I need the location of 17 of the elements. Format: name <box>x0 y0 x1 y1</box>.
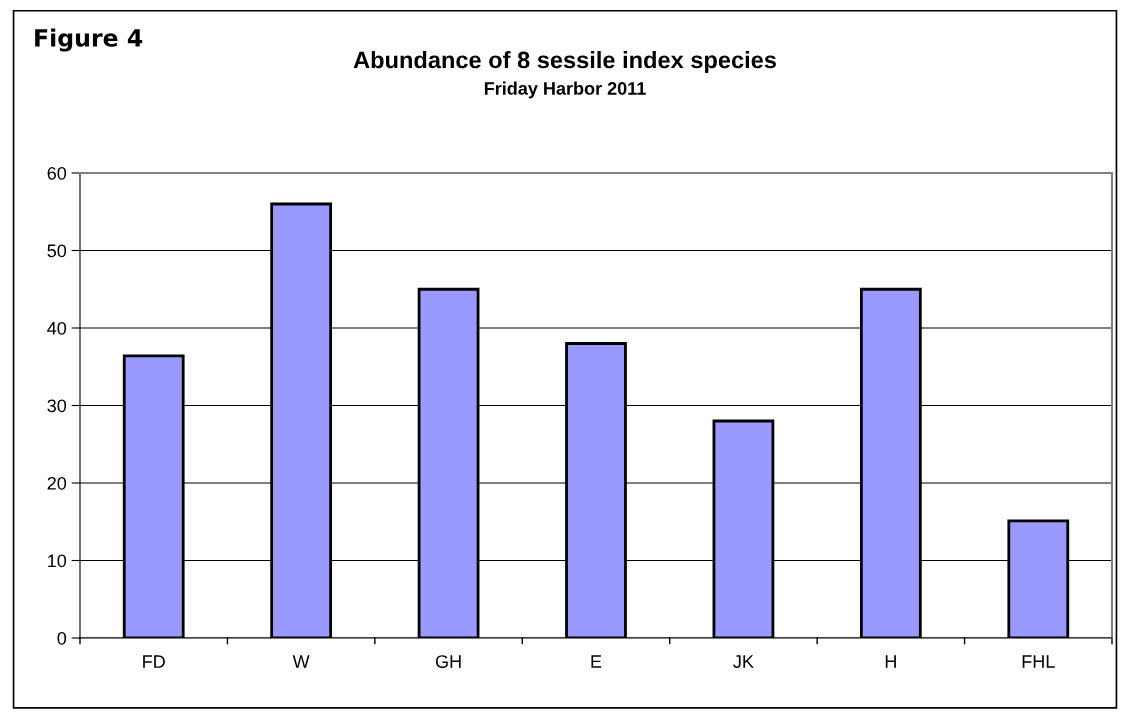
x-tick-label: FHL <box>1022 655 1055 668</box>
x-tick-label: JK <box>733 655 754 668</box>
y-tick-label: 30 <box>47 399 67 413</box>
x-tick-label: W <box>292 655 310 668</box>
y-tick-label: 60 <box>47 166 67 180</box>
x-tick-label: H <box>885 655 896 668</box>
chart-title: Abundance of 8 sessile index species <box>353 51 776 73</box>
y-tick-label: 0 <box>57 631 67 645</box>
caption: Figure 4 <box>35 28 143 52</box>
y-tick-label: 20 <box>47 476 67 490</box>
x-tick-label: E <box>591 655 602 668</box>
y-tick-label: 50 <box>47 244 67 258</box>
chart-subtitle: Friday Harbor 2011 <box>484 81 646 99</box>
y-tick-label: 10 <box>48 554 67 568</box>
x-tick-label: FD <box>143 655 165 668</box>
y-tick-label: 40 <box>47 321 67 335</box>
x-tick-label: GH <box>435 655 461 668</box>
